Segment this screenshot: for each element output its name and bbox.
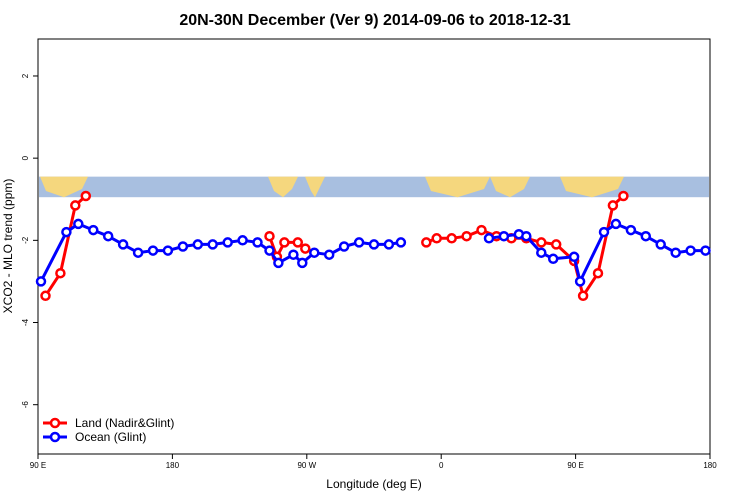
x-axis-label: Longitude (deg E) [326,477,421,491]
ocean-data-point [536,247,547,258]
map-land-mexico [305,176,325,198]
ocean-data-point [237,235,248,246]
land-data-point [550,239,562,250]
ocean-data-point [264,245,275,256]
ocean-data-point [547,253,559,265]
series-land [40,190,629,302]
land-data-point [431,233,442,244]
ocean-data-point [273,257,284,269]
y-axis-label: XCO2 - MLO trend (ppm) [1,179,15,314]
ocean-data-point [288,249,299,260]
map-ocean [39,176,709,198]
ocean-data-point [353,237,365,248]
ocean-data-point [598,226,610,238]
ocean-data-point [483,233,495,244]
land-data-point [55,267,66,279]
land-data-point [461,230,472,242]
legend-land-marker [49,417,61,429]
legend-ocean-label: Ocean (Glint) [75,430,146,444]
ocean-data-point [132,247,144,258]
map-land-africa-middle-east [425,176,490,198]
ocean-data-point [222,237,233,248]
ocean-data-point [655,239,666,250]
x-tick-label: 90 E [30,461,46,470]
ocean-data-point [207,239,218,250]
legend-land-label: Land (Nadir&Glint) [75,416,174,430]
legend-ocean-marker [49,431,61,443]
x-tick-label: 90 E [567,461,583,470]
y-tick-label: 2 [21,73,30,78]
land-data-point [577,290,589,302]
land-data-point [300,243,311,254]
land-series-line [425,194,625,298]
map-land-south-asia [490,176,530,198]
world-map-band [39,176,709,198]
ocean-data-point [73,218,84,230]
ocean-data-point [192,239,204,250]
x-axis-ticks: 90 E 180 90 W 0 90 E 180 [30,454,717,470]
land-data-point [536,237,547,248]
ocean-data-point [383,239,395,250]
ocean-data-point [252,237,263,248]
y-tick-label: 0 [21,155,30,160]
map-land-east-asia-repeat [560,176,624,198]
x-tick-label: 0 [439,461,444,470]
ocean-data-point [323,249,335,260]
ocean-data-point [102,230,114,242]
map-land-north-america [268,176,298,198]
ocean-data-point [568,251,580,263]
ocean-data-point [162,245,174,256]
land-data-point [279,237,290,248]
ocean-data-point [297,257,308,269]
ocean-data-point [368,239,380,250]
x-tick-label: 180 [703,461,717,470]
ocean-data-point [670,247,681,258]
land-data-point [607,200,619,211]
ocean-data-point [625,224,637,236]
land-data-point [80,190,92,202]
ocean-data-point [610,218,622,230]
legend: Land (Nadir&Glint) Ocean (Glint) [43,416,174,444]
ocean-data-point [35,276,47,287]
land-data-point [476,224,487,236]
ocean-data-point [395,237,407,248]
ocean-data-point [147,245,159,256]
land-data-point [618,190,629,202]
y-axis-ticks: 2 0 -2 -4 -6 [21,73,38,408]
land-data-point [264,230,275,242]
land-data-point [421,237,432,248]
ocean-data-point [338,241,350,252]
ocean-data-point [574,276,586,287]
land-data-point [70,200,81,211]
ocean-data-point [88,224,99,236]
y-tick-label: -2 [21,236,30,244]
land-data-point [592,267,604,279]
land-data-point [446,233,457,244]
ocean-data-point [177,241,189,252]
ocean-data-point [309,247,320,258]
land-data-point [40,290,51,302]
series-layer [35,190,711,302]
series-ocean [35,218,711,287]
x-tick-label: 180 [166,461,180,470]
land-data-point [292,237,304,248]
chart-title: 20N-30N December (Ver 9) 2014-09-06 to 2… [179,12,570,29]
ocean-data-point [117,239,129,250]
ocean-data-point [640,230,652,242]
ocean-data-point [498,230,510,242]
land-series-line [44,194,87,297]
map-land-east-asia [40,176,88,198]
y-tick-label: -4 [21,318,30,326]
ocean-data-point [61,226,72,238]
y-tick-label: -6 [21,401,30,409]
plot-frame [37,38,711,455]
ocean-data-point [685,245,696,256]
x-tick-label: 90 W [297,461,316,470]
ocean-data-point [521,230,532,242]
ocean-data-point [700,245,711,256]
